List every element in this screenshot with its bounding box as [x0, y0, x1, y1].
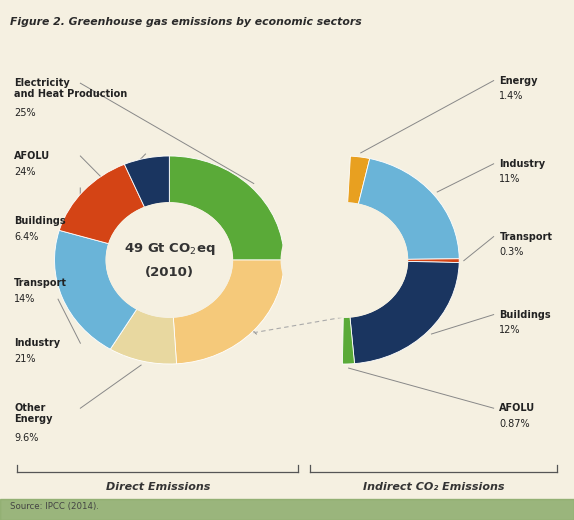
Text: 25%: 25% [14, 108, 36, 119]
Text: 21%: 21% [14, 354, 36, 364]
Wedge shape [350, 262, 459, 363]
Text: 0.87%: 0.87% [499, 419, 530, 429]
Wedge shape [348, 156, 370, 204]
Wedge shape [358, 159, 459, 259]
Text: 6.4%: 6.4% [14, 231, 38, 242]
Text: Industry: Industry [499, 159, 545, 169]
Text: Buildings: Buildings [499, 309, 551, 320]
Text: Energy: Energy [499, 75, 538, 86]
Text: Figure 2. Greenhouse gas emissions by economic sectors: Figure 2. Greenhouse gas emissions by ec… [10, 17, 362, 27]
Text: 12%: 12% [499, 325, 521, 335]
Text: (2010): (2010) [145, 266, 194, 279]
Wedge shape [55, 230, 137, 349]
Text: 11%: 11% [499, 174, 521, 185]
Wedge shape [343, 317, 355, 364]
Bar [0, 499, 574, 520]
Text: Direct Emissions: Direct Emissions [106, 482, 210, 491]
Text: AFOLU: AFOLU [14, 151, 51, 161]
Text: Industry: Industry [14, 338, 60, 348]
Text: Other
Energy: Other Energy [14, 402, 53, 424]
Text: 9.6%: 9.6% [14, 433, 38, 444]
Text: 0.3%: 0.3% [499, 247, 523, 257]
Wedge shape [125, 156, 169, 207]
Text: Buildings: Buildings [14, 216, 66, 226]
Text: Electricity
and Heat Production: Electricity and Heat Production [14, 77, 127, 99]
Text: Source: IPCC (2014).: Source: IPCC (2014). [10, 502, 99, 511]
Wedge shape [59, 164, 145, 244]
Text: Transport: Transport [499, 231, 552, 242]
Text: 24%: 24% [14, 166, 36, 177]
Text: AFOLU: AFOLU [499, 403, 536, 413]
Wedge shape [169, 156, 284, 260]
Text: 14%: 14% [14, 294, 36, 304]
Wedge shape [110, 309, 177, 364]
Wedge shape [408, 259, 459, 263]
Text: Indirect CO₂ Emissions: Indirect CO₂ Emissions [363, 482, 504, 491]
Text: Transport: Transport [14, 278, 67, 289]
Text: 49 Gt CO$_2$eq: 49 Gt CO$_2$eq [123, 241, 215, 256]
Text: 1.4%: 1.4% [499, 91, 523, 101]
Circle shape [281, 203, 408, 317]
Wedge shape [173, 260, 284, 364]
Circle shape [106, 203, 232, 317]
